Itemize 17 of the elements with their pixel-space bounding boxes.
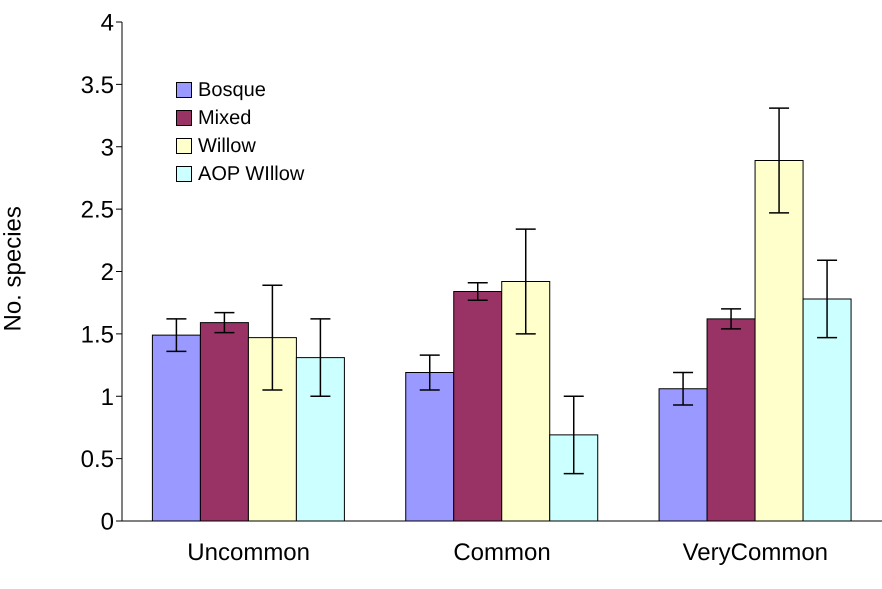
y-tick-label: 0.5 <box>80 446 114 474</box>
legend-label: AOP WIllow <box>198 162 304 187</box>
y-tick-label: 4 <box>100 10 114 37</box>
y-tick-label: 2 <box>100 259 114 286</box>
y-axis-title: No. species <box>0 206 27 332</box>
y-tick-label: 3.5 <box>80 72 114 99</box>
y-tick-label: 2.5 <box>80 196 114 224</box>
y-tick-label: 1 <box>100 384 114 411</box>
legend-label: Mixed <box>198 106 252 131</box>
y-tick-label: 3 <box>100 134 114 162</box>
x-tick-label: Uncommon <box>187 539 310 566</box>
x-tick-label: Common <box>453 539 551 566</box>
y-tick-label: 0 <box>100 508 114 536</box>
legend-label: Bosque <box>198 78 266 103</box>
legend-label: Willow <box>198 134 256 159</box>
x-tick-label: VeryCommon <box>682 539 828 566</box>
y-tick-label: 1.5 <box>80 321 114 348</box>
